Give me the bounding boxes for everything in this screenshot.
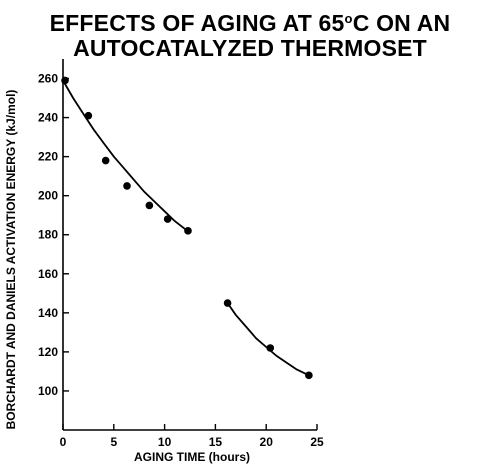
data-point [123,182,131,190]
title-line1-pre: EFFECTS OF AGING AT 65 [49,10,345,36]
chart-title-line-1: EFFECTS OF AGING AT 65oC ON AN [0,4,500,38]
data-point [101,156,110,165]
data-point [266,344,275,352]
y-axis-label: BORCHARDT AND DANIELS ACTIVATION ENERGY … [4,90,18,430]
fit-curve-series-2 [226,302,310,377]
degree-superscript: o [344,11,353,26]
y-tick-label: 260 [38,72,58,86]
data-point [163,215,172,223]
data-point [61,76,69,85]
data-point [184,227,192,235]
y-tick-label: 180 [38,228,58,242]
y-tick-label: 120 [38,345,58,359]
data-point [145,201,154,210]
x-tick-label: 20 [260,435,274,449]
data-point [223,299,232,307]
x-tick-label: 5 [110,435,117,449]
chart-title-line-2: AUTOCATALYZED THERMOSET [73,35,427,61]
y-tick-label: 160 [38,267,58,281]
y-tick-label: 220 [38,150,58,164]
x-tick-label: 10 [158,435,172,449]
y-tick-label: 240 [38,111,58,125]
y-tick-label: 100 [38,384,58,398]
axes: 0 5 10 15 20 25 100 120 140 160 180 200 220 240 260 [38,59,324,449]
data-points [61,76,313,380]
y-tick-label: 140 [38,306,58,320]
y-tick-label: 200 [38,189,58,203]
title-line1-post: C ON AN [352,10,451,36]
data-point [305,371,313,380]
x-tick-label: 15 [209,435,223,449]
x-tick-label: 0 [60,435,67,449]
x-tick-label: 25 [310,435,324,449]
data-point [84,111,93,120]
x-axis-label: AGING TIME (hours) [134,450,250,464]
fit-curve-series-1 [62,80,189,232]
